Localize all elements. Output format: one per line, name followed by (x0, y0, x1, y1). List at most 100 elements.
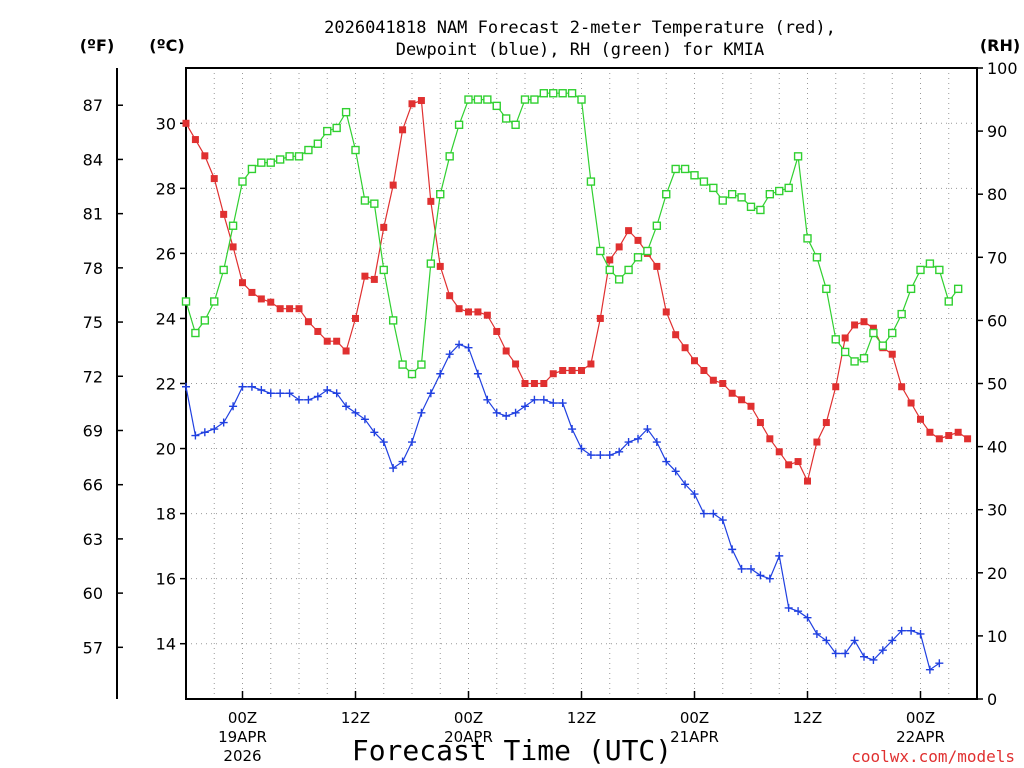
dewpoint-point (907, 626, 916, 635)
temperature-point (747, 402, 755, 410)
temperature-point (738, 396, 746, 404)
temperature-point (549, 370, 557, 378)
rh-point (257, 158, 266, 167)
celsius-tick-label: 18 (156, 505, 176, 524)
rh-point (191, 328, 200, 338)
temperature-point (333, 337, 341, 345)
dewpoint-point (351, 408, 360, 417)
rh-point (181, 297, 191, 306)
temperature-point (691, 357, 698, 365)
dewpoint-point (643, 425, 652, 434)
rh-point (332, 123, 341, 133)
time-date-label: 22APR (896, 728, 945, 746)
rh-point (699, 177, 709, 186)
dewpoint-point (511, 408, 520, 417)
grid (186, 68, 977, 699)
dewpoint-point (549, 399, 558, 408)
dewpoint-point (521, 402, 529, 411)
rh-point (530, 95, 539, 104)
rh-point (436, 189, 445, 199)
temperature-point (352, 314, 359, 322)
dewpoint-point (229, 402, 238, 411)
rh-point (464, 95, 473, 104)
temperature-point (954, 428, 962, 436)
rh-point (652, 221, 662, 230)
celsius-tick-label: 24 (156, 309, 176, 328)
rh-point (454, 120, 464, 129)
rh-point (323, 126, 332, 136)
dewpoint-point (690, 490, 699, 499)
temperature-point (578, 366, 585, 374)
dewpoint-point (210, 425, 219, 434)
temperature-point (465, 308, 472, 316)
dewpoint-point (577, 444, 586, 453)
rh-unit-label: (RH) (980, 36, 1020, 55)
dewpoint-point (596, 451, 605, 460)
rh-point (614, 275, 624, 284)
temperature-point (860, 318, 868, 326)
time-tick-label: 00Z (454, 709, 483, 727)
celsius-tick-label: 22 (156, 375, 176, 394)
temperature-point (248, 288, 256, 296)
rh-tick-label: 30 (987, 501, 1007, 520)
rh-point (897, 309, 906, 319)
rh-point (944, 297, 953, 306)
temperature-point (917, 415, 924, 423)
temperature-point (728, 389, 736, 397)
time-tick-label: 00Z (906, 709, 935, 727)
temperature-point (257, 295, 265, 303)
rh-point (633, 253, 643, 262)
dewpoint-point (605, 451, 614, 460)
dewpoint-point (728, 545, 737, 554)
rh-point (878, 341, 888, 350)
rh-point (803, 234, 812, 243)
temperature-point (502, 347, 510, 355)
temperature-point (964, 435, 972, 443)
temperature-point (935, 435, 943, 443)
rh-tick-label: 60 (987, 311, 1007, 330)
rh-point (398, 360, 407, 369)
time-year-label: 2026 (223, 747, 261, 765)
temperature-point (483, 311, 491, 319)
time-tick-label: 12Z (793, 709, 822, 727)
rh-point (360, 196, 370, 205)
dewpoint-point (699, 509, 708, 518)
dewpoint-point (200, 428, 209, 437)
dewpoint-point (445, 350, 454, 359)
rh-point (247, 164, 257, 174)
rh-point (586, 177, 596, 186)
temperature-point (512, 360, 520, 368)
rh-point (492, 101, 501, 111)
temperature-point (822, 419, 830, 427)
fahrenheit-tick-label: 66 (83, 476, 103, 495)
rh-point (407, 369, 417, 379)
time-tick-label: 00Z (680, 709, 709, 727)
rh-point (304, 145, 313, 155)
rh-point (567, 89, 577, 98)
dewpoint-point (379, 438, 388, 447)
dewpoint-point (219, 418, 228, 427)
temperature-point (191, 136, 199, 144)
dewpoint-point (822, 636, 831, 645)
temperature-point (775, 448, 783, 456)
temperature-point (926, 428, 934, 436)
dewpoint-point (841, 649, 850, 658)
rh-point (831, 335, 840, 344)
rh-series-line (185, 92, 959, 375)
celsius-tick-label: 14 (156, 635, 176, 654)
rh-point (718, 196, 727, 205)
dewpoint-point (238, 382, 247, 391)
dewpoint-point (568, 425, 577, 434)
temperature-point (201, 152, 209, 160)
rh-tick-label: 100 (987, 59, 1018, 78)
temperature-point (794, 458, 802, 466)
rh-point (916, 265, 925, 275)
dewpoint-point (897, 626, 906, 635)
temperature-point (417, 97, 425, 105)
time-tick-label: 12Z (567, 709, 596, 727)
dewpoint-point (502, 412, 511, 421)
rh-point (511, 120, 520, 129)
temperature-point (220, 210, 228, 218)
dewpoint-point (916, 629, 925, 638)
rh-point (906, 284, 916, 294)
